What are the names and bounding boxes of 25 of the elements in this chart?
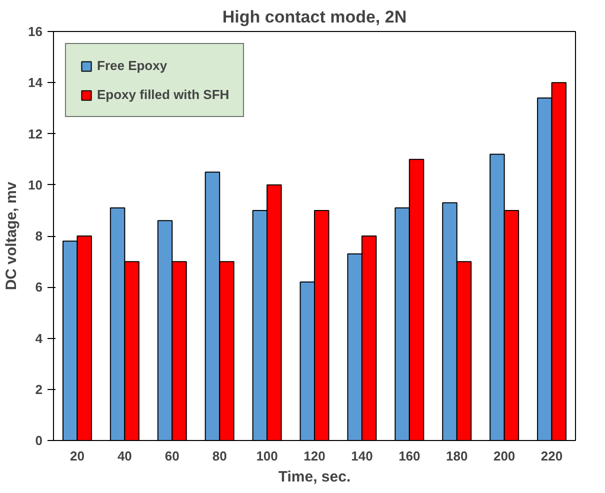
y-tick-label: 6 — [35, 280, 43, 295]
chart-title: High contact mode, 2N — [222, 8, 407, 26]
y-tick-label: 4 — [35, 330, 44, 346]
y-tick-label: 0 — [35, 433, 43, 448]
y-axis-title: DC voltage, mv — [3, 181, 20, 290]
x-tick-label: 100 — [256, 448, 278, 464]
x-tick-label: 160 — [398, 448, 420, 464]
x-tick-label: 180 — [446, 448, 468, 464]
x-tick-label: 60 — [164, 448, 180, 464]
y-tick-label: 8 — [35, 228, 43, 244]
x-tick-label: 80 — [212, 448, 227, 464]
y-tick-label: 14 — [28, 75, 44, 90]
legend-label: Epoxy filled with SFH — [97, 87, 230, 102]
x-axis-title: Time, sec. — [278, 468, 351, 486]
x-tick-label: 40 — [117, 448, 132, 464]
y-tick-label: 16 — [28, 24, 43, 39]
x-tick-label: 140 — [351, 448, 373, 464]
y-tick-label: 10 — [28, 177, 43, 192]
x-tick-label: 120 — [304, 448, 326, 464]
legend-label: Free Epoxy — [97, 58, 168, 73]
y-tick-label: 2 — [35, 382, 43, 397]
x-tick-label: 220 — [540, 448, 563, 464]
x-tick-label: 20 — [70, 448, 84, 464]
y-tick-label: 12 — [28, 126, 43, 142]
x-tick-label: 200 — [493, 448, 516, 464]
